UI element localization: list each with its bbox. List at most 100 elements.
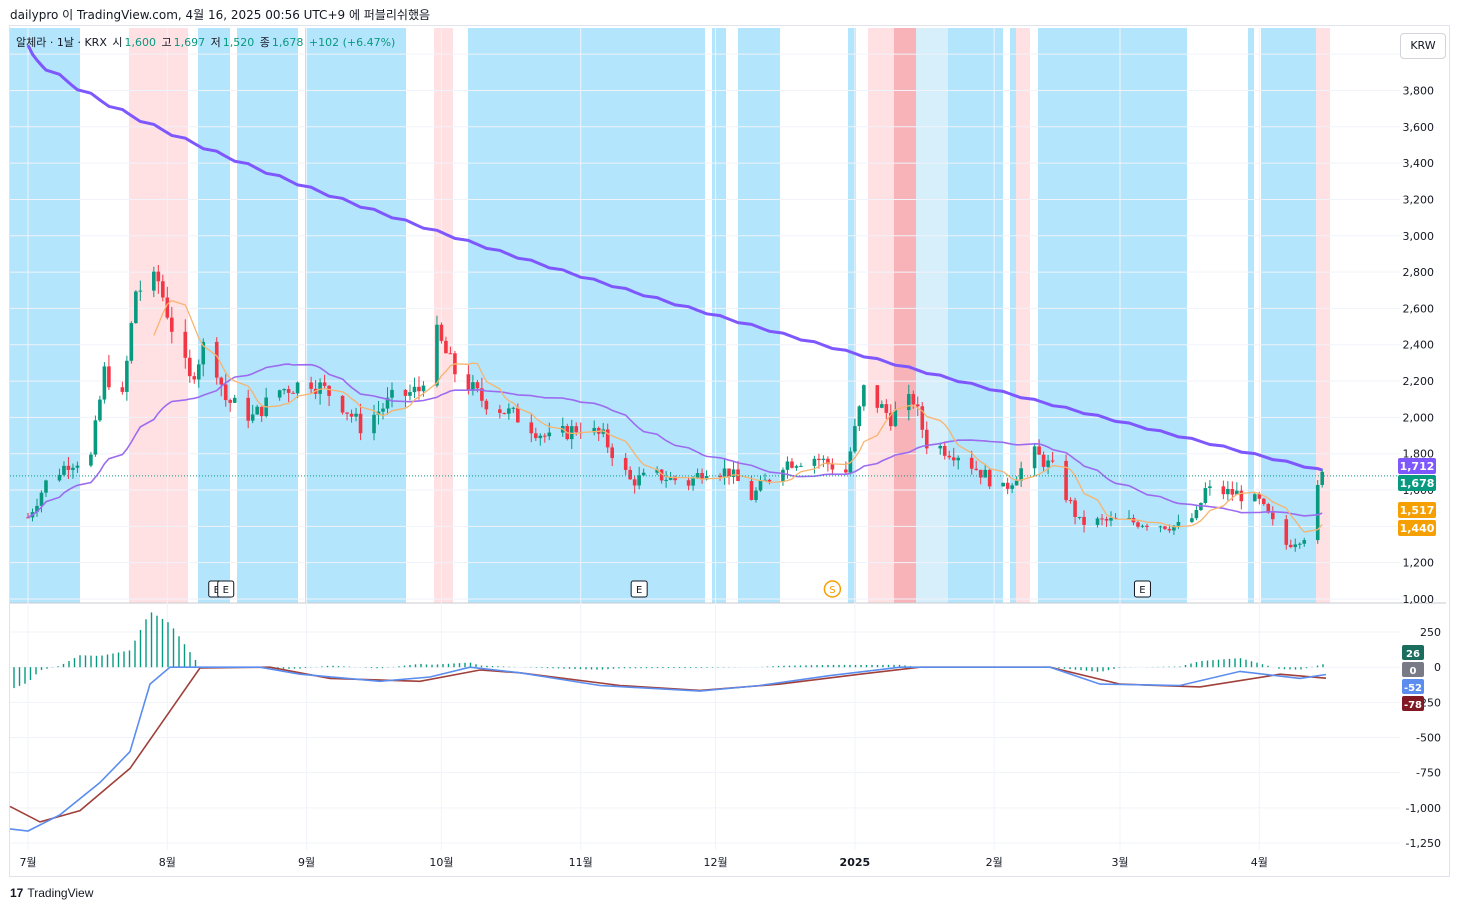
candle-body — [830, 464, 835, 470]
candle-body — [574, 426, 579, 433]
candle-body — [484, 400, 489, 410]
candle-body — [790, 461, 794, 468]
time-tick-label: 12월 — [703, 856, 727, 869]
candle-body — [39, 492, 44, 506]
bg-band — [468, 28, 705, 603]
candle-body — [138, 290, 143, 292]
bg-band — [1248, 28, 1254, 603]
time-tick-label: 7월 — [19, 856, 36, 869]
candle-body — [610, 447, 614, 459]
price-tick-label: 3,000 — [1403, 230, 1435, 243]
bg-band — [1010, 28, 1016, 603]
candle-body — [1050, 460, 1055, 462]
candle-body — [920, 406, 925, 430]
macd-tick-label: -1,250 — [1406, 837, 1441, 850]
candle-body — [1064, 460, 1068, 501]
candle-body — [354, 413, 358, 417]
price-tick-label: 2,600 — [1403, 302, 1435, 315]
candle-body — [924, 429, 929, 449]
bg-band — [868, 28, 894, 603]
close-value: 1,678 — [271, 36, 304, 49]
candle-body — [444, 340, 448, 354]
candle-body — [893, 410, 898, 427]
candle-body — [93, 420, 98, 455]
candle-body — [1221, 486, 1226, 495]
macd-tick-label: 0 — [1434, 661, 1441, 674]
candle-body — [170, 317, 174, 332]
candle-body — [277, 390, 282, 398]
candle-body — [1167, 528, 1172, 531]
candle-body — [1005, 482, 1010, 489]
candle-body — [71, 467, 75, 470]
candle-body — [1235, 490, 1239, 495]
high-label: 고 — [161, 36, 172, 49]
price-axis-badge-label: 1,712 — [1400, 460, 1435, 473]
candle-body — [107, 366, 111, 388]
candle-body — [1190, 518, 1194, 523]
macd-line — [9, 666, 1327, 832]
candle-body — [983, 469, 987, 478]
candle-body — [749, 480, 754, 500]
candle-body — [534, 433, 538, 439]
candle-body — [192, 376, 197, 380]
candle-body — [781, 469, 785, 482]
macd-axis-badge-label: -52 — [1404, 683, 1422, 694]
candle-body — [201, 341, 206, 365]
candle-body — [1315, 484, 1320, 541]
macd-axis-badge — [1402, 679, 1424, 694]
price-tick-label: 2,200 — [1403, 375, 1435, 388]
candle-body — [35, 505, 39, 513]
candle-body — [799, 465, 803, 467]
candle-body — [659, 469, 664, 481]
candle-body — [439, 324, 444, 341]
macd-axis-badge-label: 26 — [1406, 649, 1420, 660]
bg-band — [434, 28, 453, 603]
candle-body — [75, 465, 80, 468]
macd-tick-label: -1,000 — [1406, 802, 1441, 815]
macd-axis-badge — [1402, 662, 1424, 677]
candle-body — [1037, 446, 1041, 455]
candle-body — [1176, 522, 1181, 526]
time-tick-label: 8월 — [159, 856, 176, 869]
candle-body — [974, 468, 978, 470]
candle-body — [125, 360, 129, 392]
price-axis-badge — [1398, 520, 1436, 536]
bg-band — [129, 28, 188, 603]
candle-body — [156, 271, 161, 282]
candle-body — [1270, 512, 1275, 520]
price-axis-badge-label: 1,517 — [1400, 504, 1435, 517]
candle-body — [340, 395, 345, 413]
candle-body — [704, 475, 709, 480]
price-tick-label: 2,800 — [1403, 266, 1435, 279]
candle-body — [686, 480, 691, 486]
candle-body — [875, 385, 880, 408]
candle-body — [767, 479, 772, 482]
currency-button[interactable]: KRW — [1400, 33, 1446, 59]
candle-body — [435, 324, 439, 386]
candle-body — [516, 407, 520, 423]
time-tick-label: 10월 — [429, 856, 453, 869]
candle-body — [1077, 516, 1082, 518]
candle-body — [390, 389, 394, 398]
candle-body — [1095, 518, 1100, 525]
price-tick-label: 3,400 — [1403, 157, 1435, 170]
candle-body — [291, 392, 295, 394]
candle-body — [250, 414, 255, 421]
candle-body — [821, 458, 826, 461]
candle-body — [978, 469, 983, 478]
candle-body — [862, 385, 866, 407]
candle-body — [969, 457, 974, 469]
candle-body — [232, 397, 237, 403]
candle-body — [1032, 446, 1037, 469]
candle-body — [673, 476, 677, 481]
candle-body — [345, 412, 349, 414]
macd-tick-label: 250 — [1420, 626, 1441, 639]
price-axis-badge — [1398, 475, 1436, 491]
candle-body — [655, 469, 659, 473]
candle-body — [318, 382, 322, 394]
tv-mark-icon: 17 — [10, 886, 24, 900]
ma-mid-line — [27, 363, 1323, 519]
price-axis-badge — [1398, 502, 1436, 518]
